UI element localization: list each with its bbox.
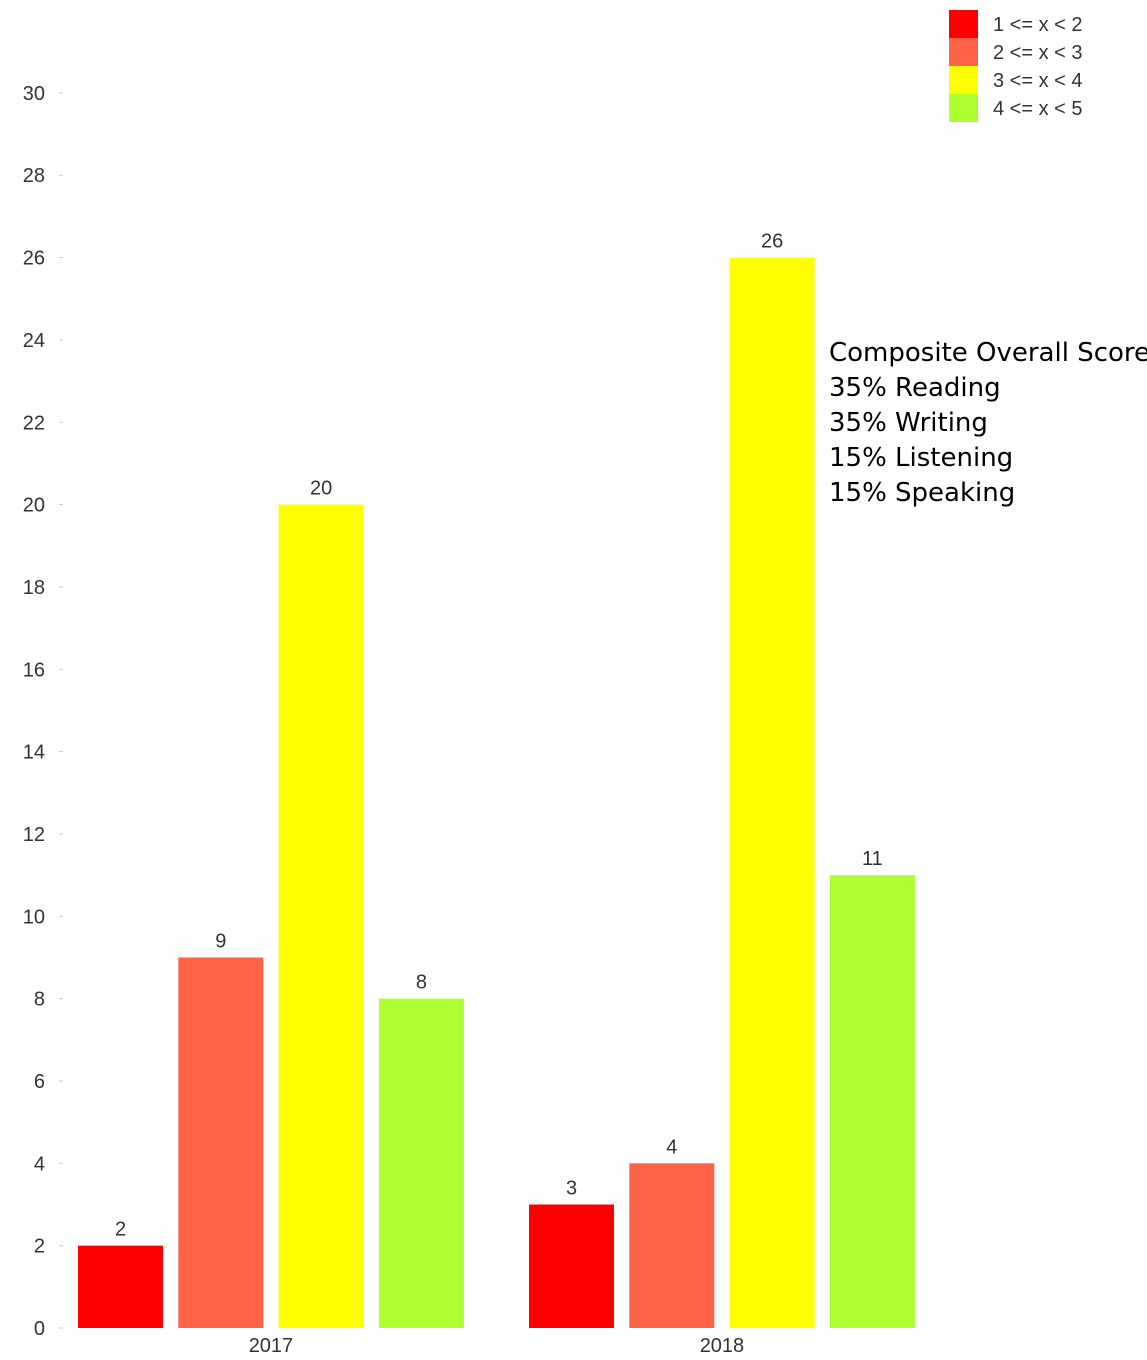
y-tick-label: 20: [23, 495, 45, 517]
data-label: 26: [761, 231, 783, 253]
legend-label: 1 <= x < 2: [993, 14, 1083, 36]
y-tick-label: 30: [23, 83, 45, 105]
bar: [629, 1163, 715, 1328]
legend-label: 3 <= x < 4: [993, 70, 1083, 92]
bar: [378, 998, 464, 1328]
y-tick-label: 18: [23, 577, 45, 599]
data-label: 20: [310, 478, 332, 500]
annotation-line: Composite Overall Score: [829, 338, 1147, 368]
legend-label: 4 <= x < 5: [993, 98, 1083, 120]
y-tick-label: 26: [23, 248, 45, 270]
y-tick-label: 12: [23, 824, 45, 846]
legend-swatch: [949, 66, 978, 94]
x-tick-label: 2017: [249, 1335, 294, 1357]
data-label: 9: [215, 930, 226, 952]
y-tick-label: 10: [23, 906, 45, 928]
legend-swatch: [949, 10, 978, 38]
y-tick-label: 28: [23, 165, 45, 187]
bars: [78, 257, 915, 1329]
legend: 1 <= x < 2 2 <= x < 3 3 <= x < 4 4 <= x < 5: [949, 10, 1083, 122]
bar: [729, 257, 815, 1329]
data-label: 3: [566, 1177, 577, 1199]
data-label: 11: [862, 848, 883, 870]
y-tick-label: 2: [34, 1236, 45, 1258]
y-tick-label: 4: [34, 1153, 45, 1175]
bar: [829, 875, 915, 1328]
y-tick-label: 14: [23, 742, 45, 764]
annotation-line: 35% Writing: [829, 408, 988, 438]
y-tick-label: 24: [23, 330, 45, 352]
legend-swatch: [949, 38, 978, 66]
bar: [278, 504, 364, 1329]
data-label: 2: [115, 1219, 126, 1241]
legend-swatch: [949, 94, 978, 122]
legend-label: 2 <= x < 3: [993, 42, 1083, 64]
data-labels: 2 9 20 8 3 4 26 11: [115, 231, 883, 1241]
data-label: 4: [666, 1136, 677, 1158]
y-tick-label: 22: [23, 412, 45, 434]
annotation-line: 15% Speaking: [829, 478, 1015, 508]
annotation-line: 35% Reading: [829, 373, 1001, 403]
annotation-line: 15% Listening: [829, 443, 1013, 473]
bar: [178, 957, 264, 1328]
y-tick-label: 16: [23, 659, 45, 681]
y-tick-label: 8: [34, 989, 45, 1011]
bar: [529, 1204, 614, 1328]
y-tick-label: 6: [34, 1071, 45, 1093]
bar: [78, 1245, 163, 1328]
annotation: Composite Overall Score 35% Reading 35% Wr…: [829, 338, 1147, 508]
x-axis: 2017 2018: [249, 1335, 745, 1357]
data-label: 8: [416, 972, 427, 994]
y-tick-label: 0: [34, 1318, 45, 1340]
x-tick-label: 2018: [700, 1335, 745, 1357]
